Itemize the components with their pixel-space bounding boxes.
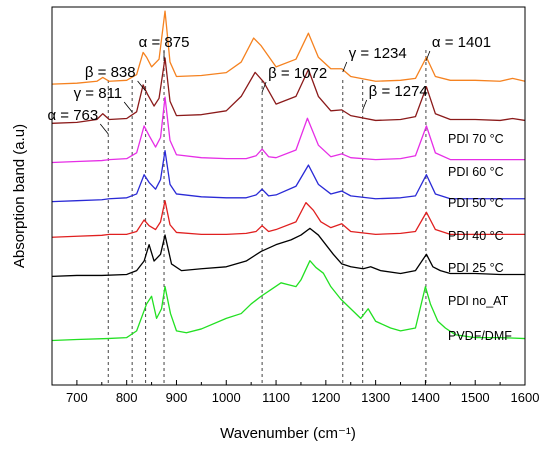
series-line	[51, 260, 526, 342]
x-tick-label: 700	[66, 390, 88, 405]
series-label: PDI 60 °C	[448, 165, 504, 179]
x-axis-title: Wavenumber (cm⁻¹)	[220, 425, 356, 442]
series-line	[51, 200, 525, 238]
series-line	[51, 57, 526, 124]
annotation-label: α = 763	[47, 107, 98, 124]
series-label: PDI 70 °C	[448, 132, 504, 146]
x-tick-label: 1300	[361, 390, 390, 405]
plot-frame	[51, 6, 526, 386]
annotation-arrow	[123, 101, 133, 113]
annotation-arrow	[137, 80, 146, 92]
series-line	[51, 96, 525, 164]
x-tick-label: 1100	[262, 390, 290, 405]
annotation-label: β = 1274	[369, 83, 428, 100]
x-tick-label: 1000	[212, 390, 241, 405]
x-tick-label: 1500	[461, 390, 490, 405]
annotation-label: α = 1401	[432, 34, 491, 51]
series-labels: PDI 70 °C PDI 60 °C PDI 50 °C PDI 40 °C PDI …	[448, 132, 512, 343]
series-label: PDI 50 °C	[448, 196, 504, 210]
series-label: PVDF/DMF	[448, 329, 512, 343]
annotation-label: γ = 1234	[349, 45, 407, 62]
x-tick-label: 800	[116, 390, 138, 405]
series-group	[51, 10, 526, 342]
y-axis-title: Absorption band (a.u)	[11, 124, 28, 268]
annotation-label: γ = 811	[74, 85, 123, 102]
series-line	[51, 10, 526, 85]
series-line	[51, 227, 525, 278]
x-tick-label: 1200	[311, 390, 340, 405]
annotation-arrow	[99, 123, 109, 135]
x-tick-label: 1600	[511, 390, 540, 405]
series-label: PDI 25 °C	[448, 261, 504, 275]
series-label: PDI no_AT	[448, 294, 509, 308]
series-label: PDI 40 °C	[448, 229, 504, 243]
annotation-arrow	[342, 61, 348, 73]
series-line	[51, 150, 525, 203]
x-tick-label: 1400	[411, 390, 440, 405]
annotation-label: β = 838	[85, 64, 136, 81]
reference-lines	[107, 50, 427, 385]
annotation-arrow	[425, 50, 431, 62]
x-tick-label: 900	[166, 390, 188, 405]
x-axis: 700 800 900 1000 1100 1200 1300 1400 1500 1600	[51, 380, 540, 405]
annotation-label: β = 1072	[268, 65, 327, 82]
annotation-arrow	[362, 99, 368, 111]
annotation-label: α = 875	[139, 34, 190, 51]
annotation-arrow	[261, 81, 267, 93]
